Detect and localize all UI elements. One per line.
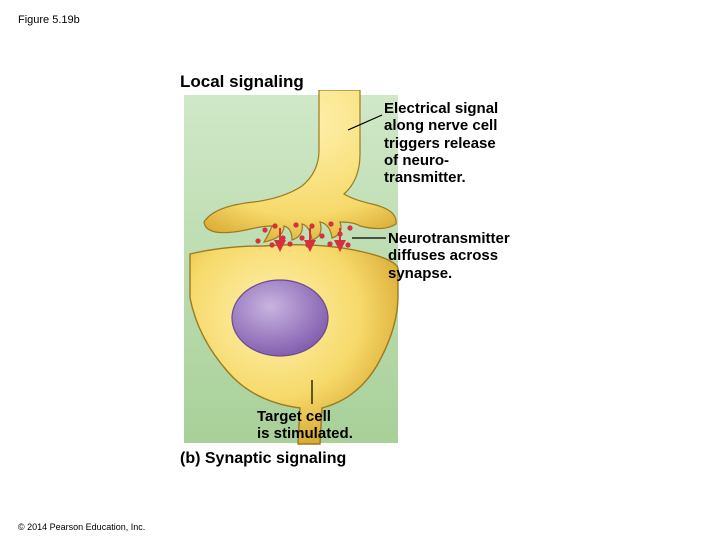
annotation-target: Target cell is stimulated. — [257, 408, 353, 443]
leader-lines-icon — [0, 0, 720, 540]
caption: (b) Synaptic signaling — [180, 450, 346, 468]
annotation-neurotransmitter: Neurotransmitter diffuses across synapse… — [388, 230, 510, 282]
annotation-electrical: Electrical signal along nerve cell trigg… — [384, 100, 498, 186]
copyright: © 2014 Pearson Education, Inc. — [18, 522, 145, 532]
